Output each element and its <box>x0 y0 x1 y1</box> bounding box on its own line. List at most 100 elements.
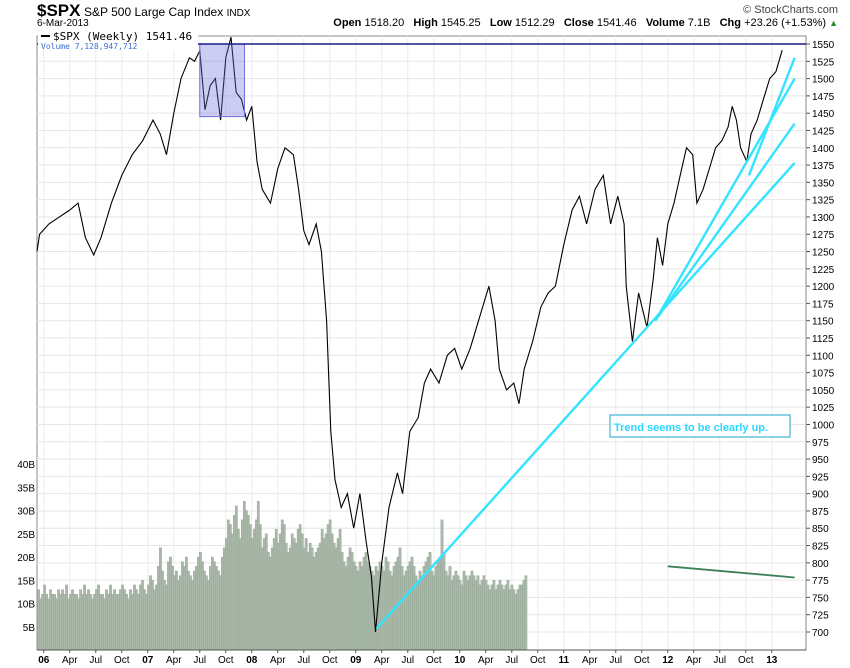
highlight-box <box>199 43 245 118</box>
price-line <box>36 36 783 633</box>
volume-value: 7.1B <box>687 17 711 29</box>
price-tick-label: 825 <box>812 542 829 553</box>
low-label: Low <box>489 17 512 29</box>
time-tick-label: Oct <box>426 655 442 666</box>
time-tick-label: 12 <box>662 655 674 666</box>
time-tick-label: 07 <box>142 655 154 666</box>
annotation-box <box>609 414 791 438</box>
price-tick-label: 1550 <box>812 40 835 51</box>
price-tick-label: 775 <box>812 576 829 587</box>
trendline <box>375 162 796 630</box>
price-tick-label: 1150 <box>812 317 834 328</box>
volume-axis: 5B 10B 15B 20B 25B 30B 35B 40B <box>17 460 35 634</box>
price-axis: 700 725 750 775 800 825 850 875 900 925 950 975 1000… <box>806 40 835 639</box>
time-tick-label: Apr <box>686 655 702 666</box>
time-tick-label: Jul <box>505 655 518 666</box>
trendline <box>747 57 796 176</box>
time-tick-label: Oct <box>218 655 234 666</box>
volume-tick-label: 30B <box>17 507 35 518</box>
close-label: Close <box>563 17 594 29</box>
quote-summary: Open 1518.20 High 1545.25 Low 1512.29 Cl… <box>333 17 838 29</box>
price-tick-label: 1500 <box>812 75 835 86</box>
time-tick-label: 13 <box>766 655 778 666</box>
trendlines <box>375 57 796 630</box>
price-tick-label: 900 <box>812 490 829 501</box>
price-tick-label: 1275 <box>812 230 835 241</box>
volume-tick-label: 40B <box>17 460 35 471</box>
time-tick-label: Jul <box>297 655 310 666</box>
legend: $SPX (Weekly) 1541.46 Volume 7,128,947,7… <box>38 30 198 51</box>
time-tick-label: 10 <box>454 655 466 666</box>
time-tick-label: Jul <box>401 655 414 666</box>
price-tick-label: 1525 <box>812 57 835 68</box>
time-tick-label: Apr <box>62 655 78 666</box>
time-tick-label: Oct <box>738 655 754 666</box>
chart-date: 6-Mar-2013 <box>37 18 89 29</box>
price-tick-label: 1050 <box>812 386 835 397</box>
volume-bar <box>524 575 528 651</box>
time-tick-label: Oct <box>114 655 130 666</box>
up-arrow-icon: ▲ <box>829 18 838 28</box>
price-tick-label: 750 <box>812 593 829 604</box>
time-tick-label: Jul <box>89 655 102 666</box>
time-tick-label: Apr <box>166 655 182 666</box>
price-tick-label: 1075 <box>812 369 835 380</box>
price-tick-label: 725 <box>812 611 829 622</box>
time-axis: 06 Apr Jul Oct 07 Apr Jul Oct 08 Apr Jul Oct 09 Apr Ju… <box>37 649 806 666</box>
price-tick-label: 1400 <box>812 144 835 155</box>
price-tick-label: 850 <box>812 524 829 535</box>
legend-price: $SPX (Weekly) 1541.46 <box>53 30 192 43</box>
price-tick-label: 1175 <box>812 299 834 310</box>
time-tick-label: Apr <box>374 655 390 666</box>
index-name: S&P 500 Large Cap Index <box>84 5 224 19</box>
price-tick-label: 1250 <box>812 248 835 259</box>
time-tick-label: 11 <box>558 655 569 666</box>
volume-tick-label: 15B <box>17 576 35 587</box>
price-tick-label: 1200 <box>812 282 835 293</box>
volume-tick-label: 5B <box>23 623 36 634</box>
price-tick-label: 1100 <box>812 351 834 362</box>
time-tick-label: Apr <box>582 655 598 666</box>
legend-volume: Volume 7,128,947,712 <box>41 42 138 51</box>
price-tick-label: 875 <box>812 507 829 518</box>
volume-tick-label: 20B <box>17 553 35 564</box>
time-tick-label: Oct <box>530 655 546 666</box>
time-tick-label: 06 <box>38 655 50 666</box>
time-tick-label: Jul <box>609 655 622 666</box>
price-tick-label: 1225 <box>812 265 835 276</box>
symbol-title: $SPX <box>37 1 81 20</box>
time-tick-label: Jul <box>713 655 726 666</box>
legend-bg <box>38 30 198 50</box>
open-label: Open <box>333 17 362 29</box>
high-label: High <box>413 17 438 29</box>
source-credit: © StockCharts.com <box>743 4 838 16</box>
volume-tick-label: 10B <box>17 600 35 611</box>
high-value: 1545.25 <box>440 17 481 29</box>
volume-trendline <box>667 565 795 579</box>
price-tick-label: 1325 <box>812 196 835 207</box>
price-tick-label: 1000 <box>812 420 835 431</box>
price-tick-label: 1375 <box>812 161 835 172</box>
price-tick-label: 1300 <box>812 213 835 224</box>
time-tick-label: Apr <box>478 655 494 666</box>
chart-header: $SPX S&P 500 Large Cap Index INDX 6-Mar-… <box>0 0 850 36</box>
time-tick-label: 09 <box>350 655 362 666</box>
price-tick-label: 1475 <box>812 92 835 103</box>
time-tick-label: Oct <box>634 655 650 666</box>
price-tick-label: 1425 <box>812 126 835 137</box>
change-label: Chg <box>719 17 741 29</box>
trendline <box>654 122 796 322</box>
plot-area <box>36 35 807 651</box>
annotation: Trend seems to be clearly up. <box>609 414 791 438</box>
annotation-text: Trend seems to be clearly up. <box>614 422 768 434</box>
time-tick-label: Oct <box>322 655 338 666</box>
price-tick-label: 1125 <box>812 334 834 345</box>
price-tick-label: 1450 <box>812 109 835 120</box>
exchange-code: INDX <box>226 8 251 19</box>
time-tick-label: 08 <box>246 655 258 666</box>
price-tick-label: 975 <box>812 438 829 449</box>
open-value: 1518.20 <box>364 17 405 29</box>
change-value: +23.26 (+1.53%) <box>744 17 827 29</box>
price-tick-label: 1025 <box>812 403 835 414</box>
time-tick-label: Jul <box>193 655 206 666</box>
